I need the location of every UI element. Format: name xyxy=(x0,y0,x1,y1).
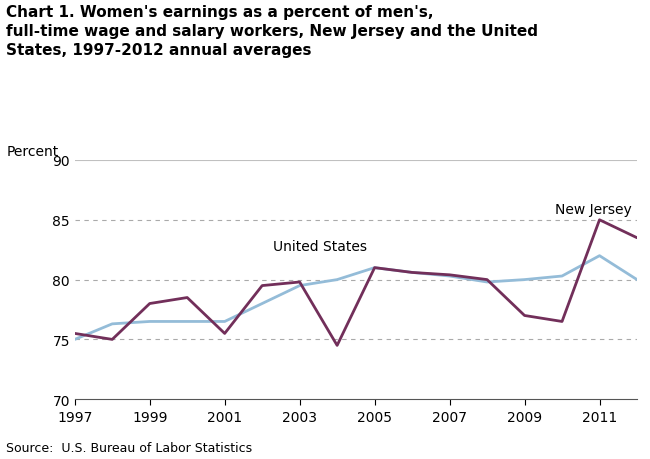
Text: Percent: Percent xyxy=(6,145,58,158)
Text: New Jersey: New Jersey xyxy=(554,203,631,217)
Text: Chart 1. Women's earnings as a percent of men's,
full-time wage and salary worke: Chart 1. Women's earnings as a percent o… xyxy=(6,5,538,58)
Text: United States: United States xyxy=(274,240,367,254)
Text: Source:  U.S. Bureau of Labor Statistics: Source: U.S. Bureau of Labor Statistics xyxy=(6,442,253,454)
